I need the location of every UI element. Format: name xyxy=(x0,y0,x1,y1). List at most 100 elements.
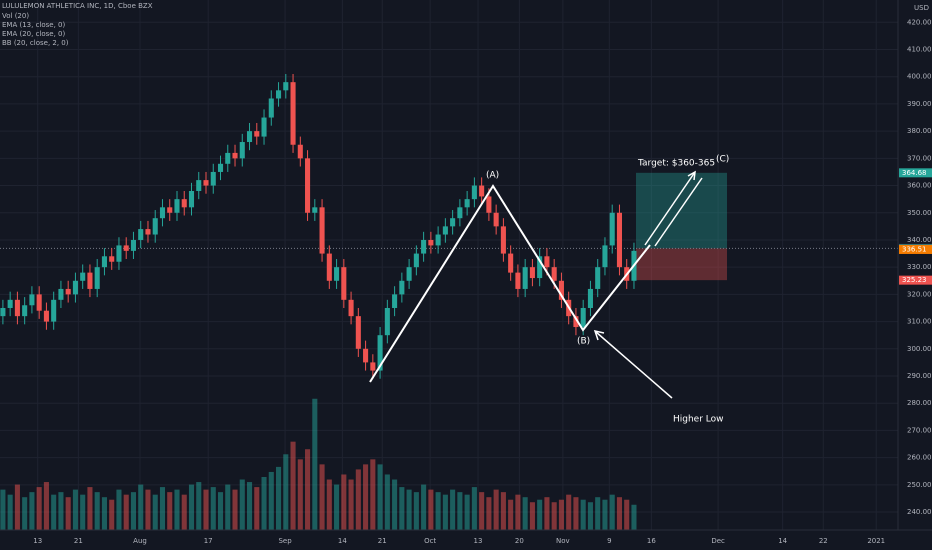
volume-bar xyxy=(116,489,122,530)
candle-body xyxy=(508,253,514,273)
candle-body xyxy=(246,131,253,143)
volume-bar xyxy=(363,464,369,530)
volume-bar xyxy=(312,398,318,530)
candle-body xyxy=(130,239,137,251)
indicator-label: EMA (13, close, 0) xyxy=(2,21,65,29)
stop-zone xyxy=(636,248,727,281)
volume-bar xyxy=(283,454,289,530)
y-tick-label: 270.00 xyxy=(907,426,932,434)
x-tick-label: 14 xyxy=(338,537,347,545)
volume-bar xyxy=(239,479,245,530)
volume-bar xyxy=(457,492,463,530)
volume-bar xyxy=(471,487,477,530)
y-tick-label: 280.00 xyxy=(907,399,932,407)
y-tick-label: 400.00 xyxy=(907,73,932,81)
pointer-arrow xyxy=(595,331,673,399)
volume-bar xyxy=(196,482,202,530)
annotation: Target: $360-365 xyxy=(637,159,715,169)
candle-body xyxy=(341,267,347,300)
volume-bar xyxy=(428,489,434,530)
y-tick-label: 340.00 xyxy=(907,236,932,244)
y-tick-label: 240.00 xyxy=(907,508,932,516)
candle-body xyxy=(616,212,622,268)
candle-body xyxy=(297,144,303,159)
volume-bar xyxy=(276,466,282,530)
candle-body xyxy=(7,299,13,308)
candle-body xyxy=(609,212,615,246)
volume-bar xyxy=(421,484,427,530)
volume-bar xyxy=(101,497,107,530)
candle-body xyxy=(551,267,557,281)
candle-body xyxy=(159,207,166,219)
candle-body xyxy=(587,288,593,308)
x-tick-label: Dec xyxy=(711,537,725,545)
candle-body xyxy=(36,294,42,311)
volume-bar xyxy=(22,497,28,530)
candle-body xyxy=(515,272,521,289)
volume-bar xyxy=(558,499,564,530)
y-tick-label: 350.00 xyxy=(907,209,932,217)
candle-body xyxy=(116,245,122,262)
candle-body xyxy=(123,245,129,251)
candle-body xyxy=(312,207,318,213)
y-tick-label: 410.00 xyxy=(907,46,932,54)
currency-label: USD xyxy=(914,4,929,12)
candle-body xyxy=(145,229,151,235)
volume-pane xyxy=(0,398,637,530)
volume-bar xyxy=(51,494,57,530)
volume-bar xyxy=(138,484,144,530)
x-tick-label: 21 xyxy=(74,537,83,545)
candle-body xyxy=(196,180,202,191)
x-tick-label: 14 xyxy=(778,537,787,545)
y-tick-label: 420.00 xyxy=(907,18,932,26)
candle-body xyxy=(537,256,543,279)
candle-body xyxy=(58,288,64,300)
axes: 240.00 250.00 260.00 270.00 280.00 290.00 300.… xyxy=(33,18,932,545)
wave-line xyxy=(369,184,651,383)
candle-body xyxy=(101,256,107,268)
volume-bar xyxy=(268,471,274,530)
candle-body xyxy=(174,199,180,213)
volume-bar xyxy=(210,487,216,530)
volume-bar xyxy=(87,487,93,530)
volume-bar xyxy=(616,497,622,530)
candle-body xyxy=(188,190,195,208)
volume-bar xyxy=(450,489,456,530)
candle-body xyxy=(225,152,231,164)
x-tick-label: Oct xyxy=(424,537,436,545)
volume-bar xyxy=(261,477,267,530)
x-tick-label: 13 xyxy=(474,537,483,545)
candle-body xyxy=(43,310,49,322)
candle-body xyxy=(254,131,260,137)
volume-bar xyxy=(334,484,340,530)
candle-body xyxy=(29,294,35,306)
projection-arrow xyxy=(644,171,696,246)
y-tick-label: 300.00 xyxy=(907,345,932,353)
volume-bar xyxy=(297,459,303,530)
volume-bar xyxy=(188,484,195,530)
volume-bar xyxy=(370,459,376,530)
volume-bar xyxy=(522,497,528,530)
candle-body xyxy=(471,185,477,200)
y-tick-label: 390.00 xyxy=(907,100,932,108)
volume-bar xyxy=(254,487,260,530)
indicator-label: Vol (20) xyxy=(2,12,29,20)
candle-body xyxy=(210,171,216,186)
x-tick-label: 2021 xyxy=(867,537,885,545)
projection-arrow xyxy=(654,177,703,247)
candle-body xyxy=(435,234,441,246)
volume-bar xyxy=(479,492,485,530)
candle-body xyxy=(305,158,311,213)
candle-body xyxy=(94,267,100,289)
candle-body xyxy=(14,299,20,317)
volume-bar xyxy=(319,464,325,530)
candle-body xyxy=(558,280,564,300)
volume-bar xyxy=(515,494,521,530)
volume-bar xyxy=(566,494,572,530)
volume-bar xyxy=(355,469,361,530)
candle-body xyxy=(319,207,325,254)
candle-body xyxy=(334,267,340,281)
candle-body xyxy=(602,245,608,268)
